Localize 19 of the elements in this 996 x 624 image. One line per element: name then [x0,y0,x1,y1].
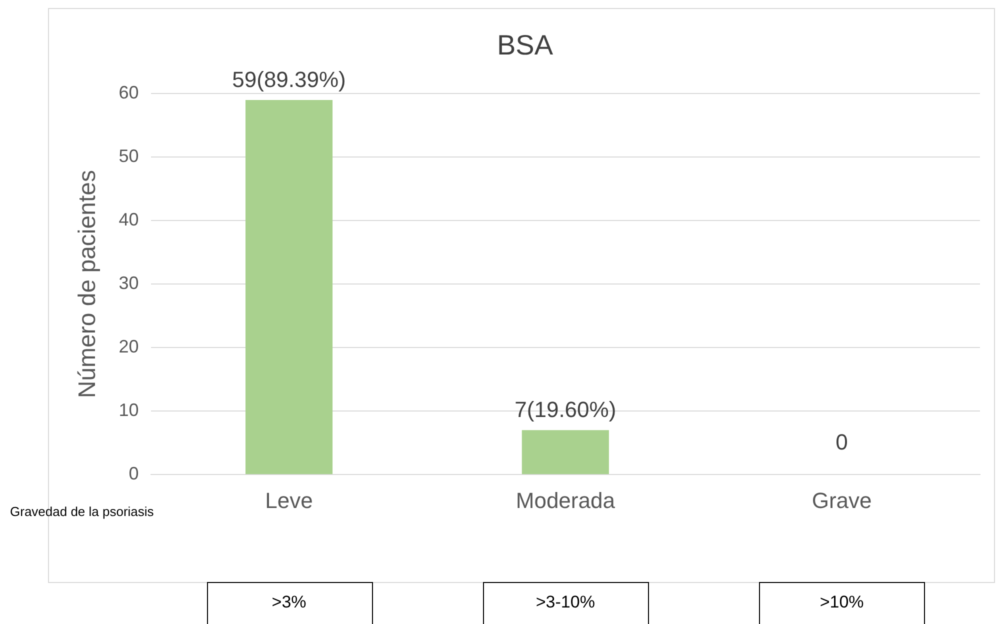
data-label: 59(89.39%) [232,67,346,92]
data-label: 7(19.60%) [514,397,616,422]
y-tick-label: 30 [118,273,139,294]
text: >3-10% [536,592,595,612]
text: >10% [820,592,864,612]
y-tick-label: 50 [118,146,139,166]
y-tick-label: 40 [118,210,139,230]
data-label: 0 [836,430,848,455]
x-tick-label: Moderada [516,488,616,513]
x-tick-label: Grave [812,488,872,513]
y-tick-label: 0 [128,464,139,484]
y-axis-title: Número de pacientes [74,170,102,398]
y-tick-label: 60 [118,82,139,103]
y-tick-label: 20 [118,336,139,357]
x-axis-title: Gravedad de la psoriasis [10,504,154,520]
y-tick-label: 10 [118,400,139,420]
chart-title: BSA [496,30,554,61]
x-tick-label: Leve [265,488,313,513]
text: >3% [272,592,306,612]
